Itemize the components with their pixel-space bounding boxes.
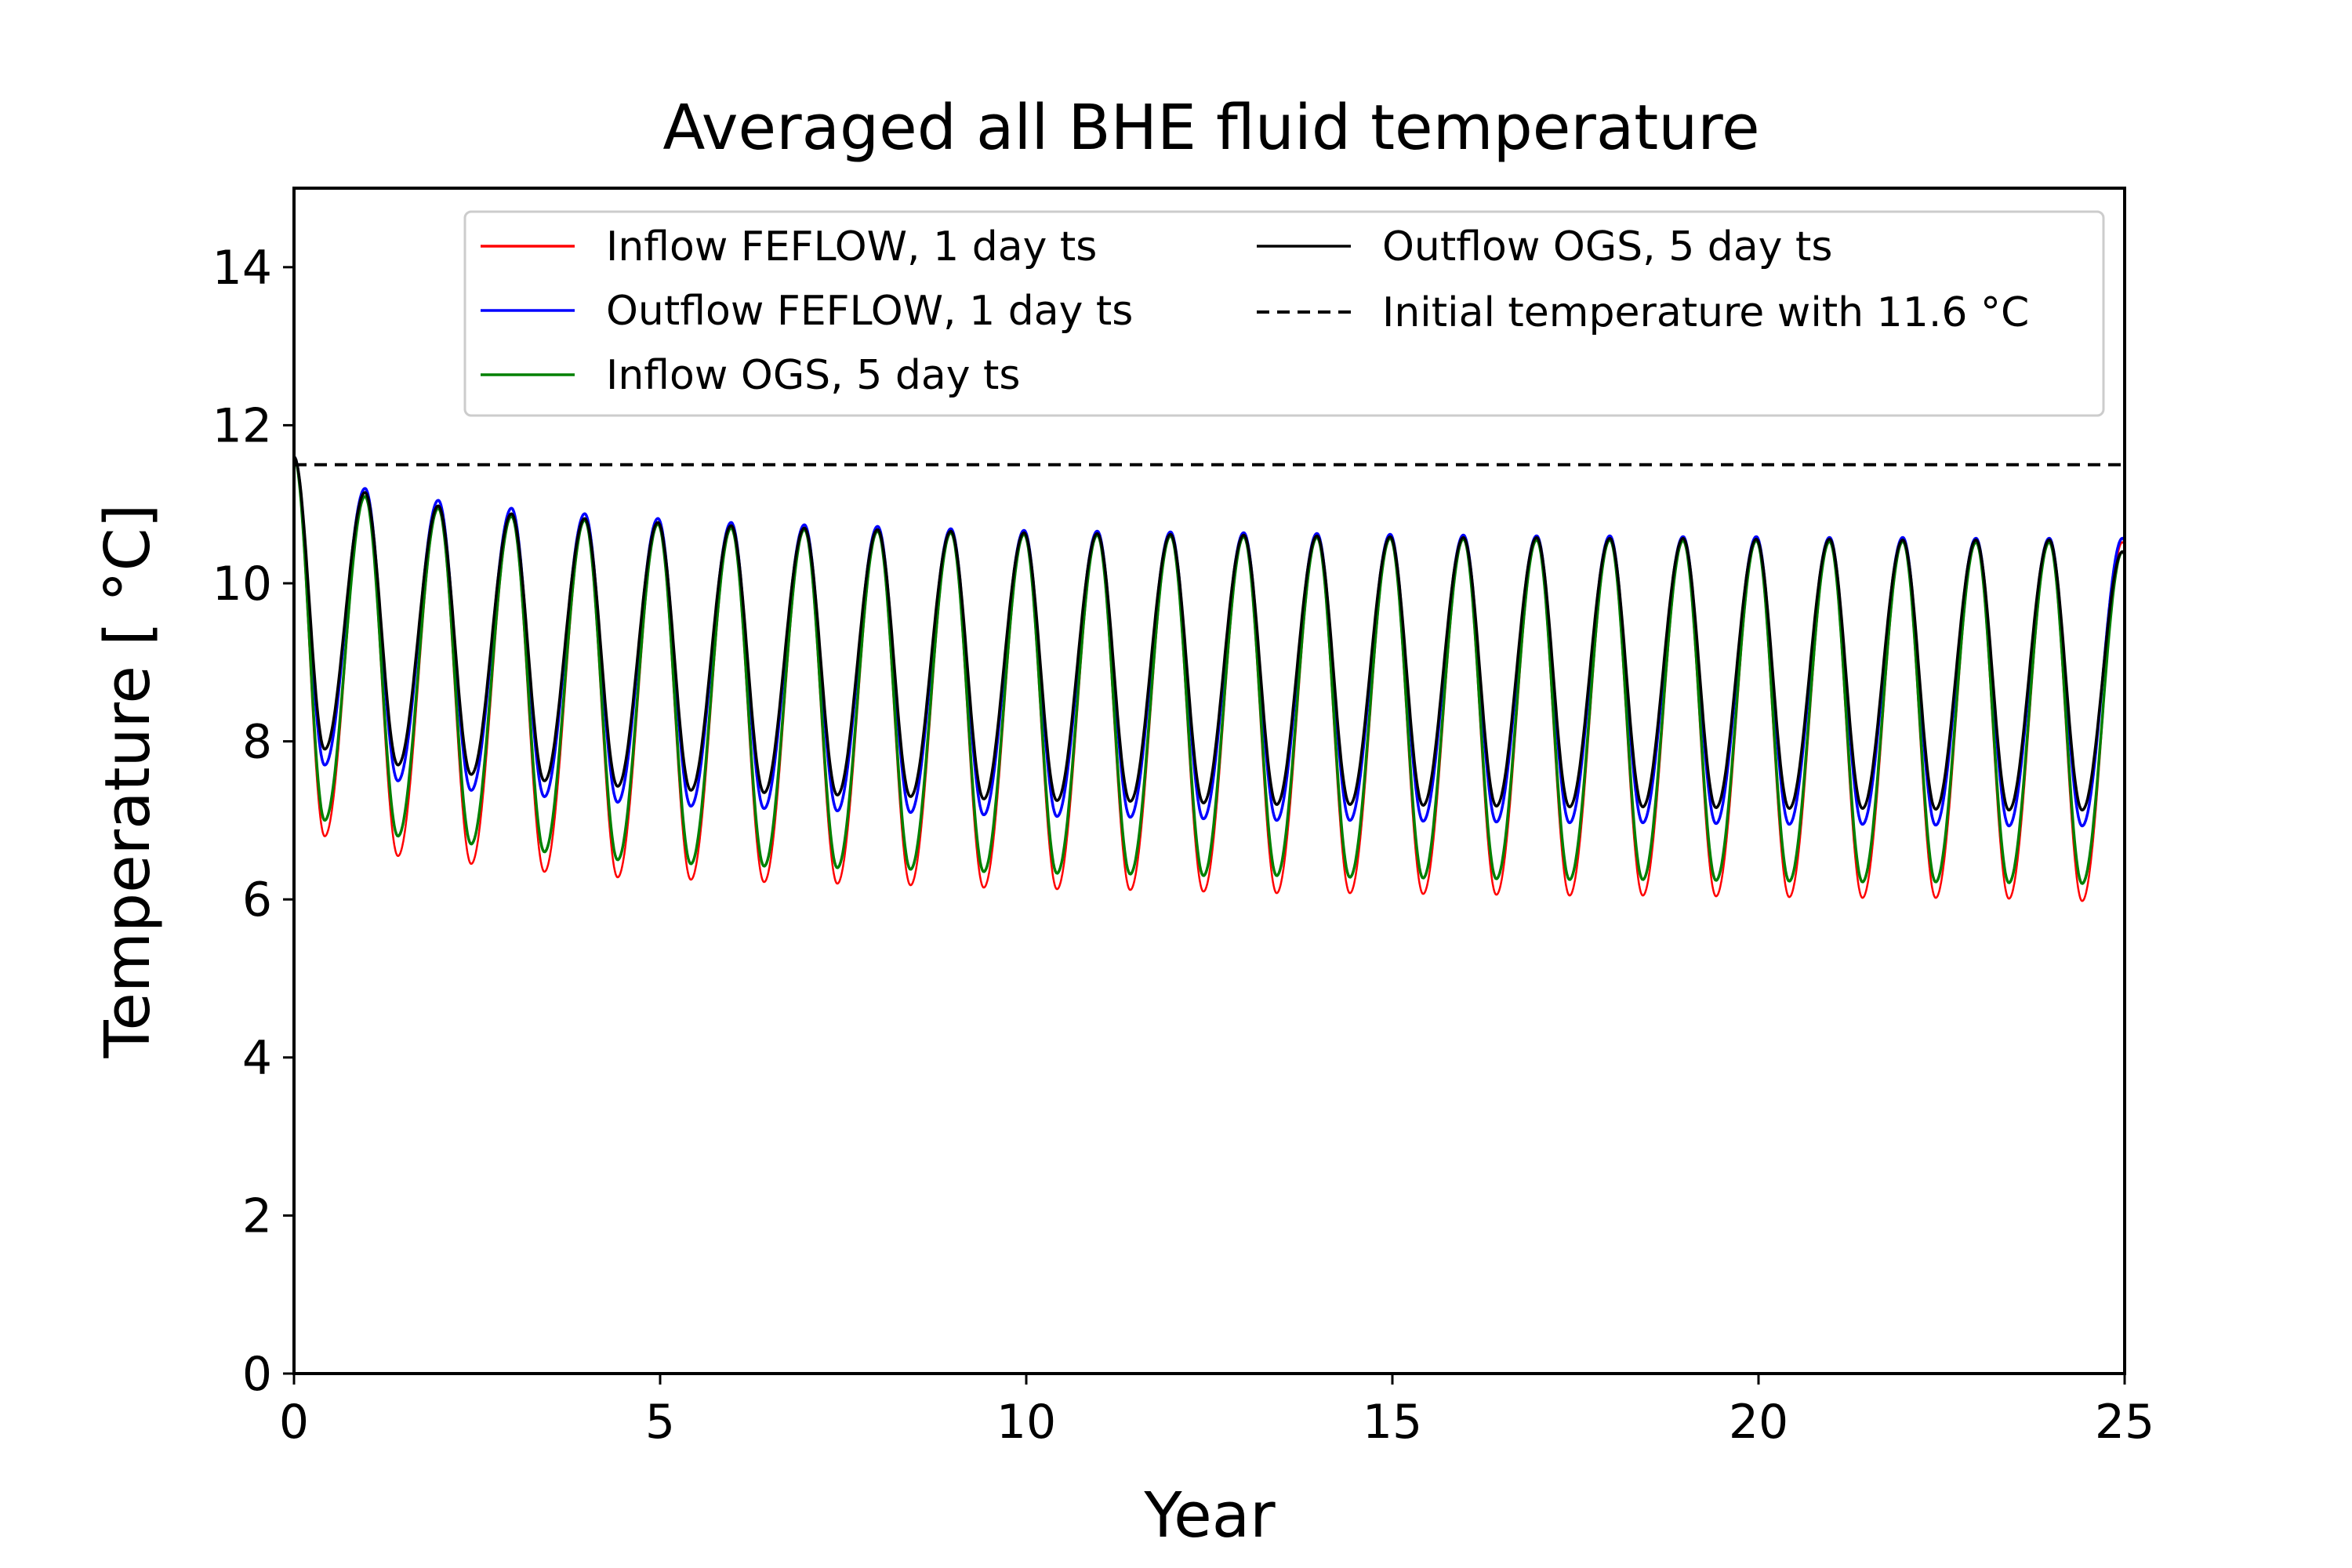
y-axis-ticks: 0 2 4 6 8 10 12 14: [212, 241, 294, 1402]
chart-title: Averaged all BHE fluid temperature: [662, 92, 1759, 164]
x-tick-label: 5: [645, 1395, 675, 1450]
legend-label-outflow-feflow: Outflow FEFLOW, 1 day ts: [606, 288, 1133, 335]
y-tick-label: 14: [212, 241, 272, 296]
x-axis-label: Year: [1143, 1479, 1276, 1552]
series-outflow-ogs-5-day-ts: [292, 456, 2126, 811]
legend: Inflow FEFLOW, 1 day ts Outflow FEFLOW, …: [463, 210, 2105, 417]
y-axis-label: Temperature [ °C]: [92, 504, 164, 1059]
y-tick-label: 0: [242, 1347, 272, 1402]
y-tick-label: 6: [242, 873, 272, 927]
x-tick-label: 15: [1363, 1395, 1422, 1450]
series-layer: [292, 456, 2126, 902]
legend-label-inflow-ogs: Inflow OGS, 5 day ts: [606, 352, 1020, 399]
x-tick-label: 25: [2095, 1395, 2154, 1450]
legend-label-inflow-feflow: Inflow FEFLOW, 1 day ts: [606, 223, 1097, 270]
x-axis-ticks: 0 5 10 15 20 25: [279, 1374, 2154, 1450]
legend-label-outflow-ogs: Outflow OGS, 5 day ts: [1382, 223, 1832, 270]
y-tick-label: 10: [212, 557, 272, 612]
x-tick-label: 0: [279, 1395, 309, 1450]
y-tick-label: 8: [242, 715, 272, 770]
y-tick-label: 12: [212, 398, 272, 453]
y-tick-label: 2: [242, 1189, 272, 1243]
legend-label-initial-temperature: Initial temperature with 11.6 °C: [1382, 289, 2029, 336]
series-inflow-ogs-5-day-ts: [292, 456, 2126, 885]
plot-frame: [292, 187, 2126, 1375]
x-tick-label: 20: [1729, 1395, 1788, 1450]
y-tick-label: 4: [242, 1031, 272, 1086]
x-tick-label: 10: [996, 1395, 1056, 1450]
